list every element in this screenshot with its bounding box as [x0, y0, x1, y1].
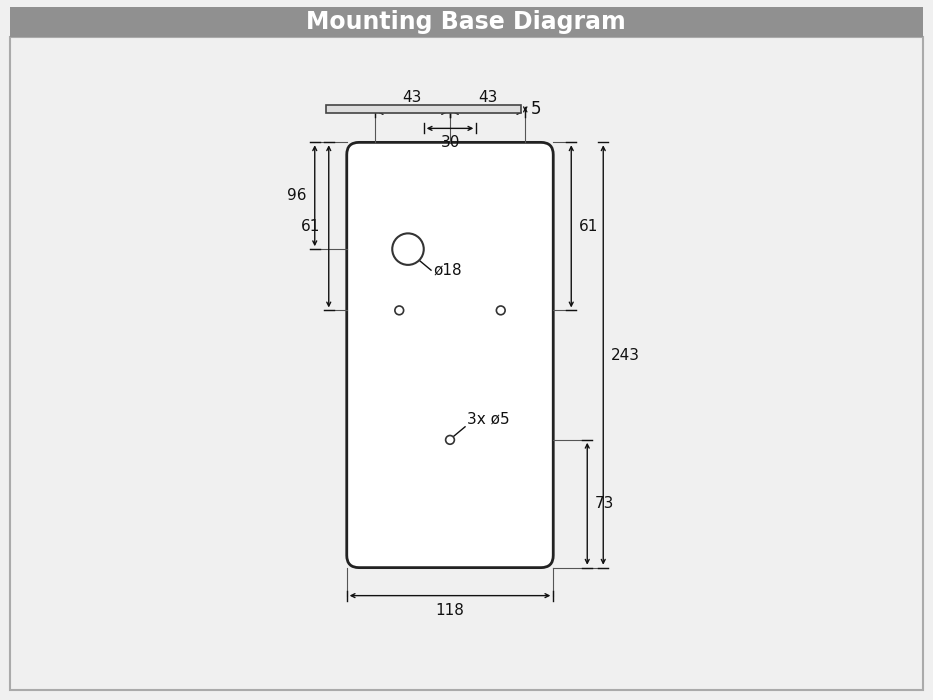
- Text: 73: 73: [595, 496, 615, 511]
- Text: 96: 96: [287, 188, 307, 203]
- Text: ø18: ø18: [433, 262, 462, 278]
- Text: 61: 61: [579, 219, 599, 234]
- Text: Mounting Base Diagram: Mounting Base Diagram: [306, 10, 626, 34]
- Text: 5: 5: [531, 100, 542, 118]
- Text: 43: 43: [478, 90, 497, 106]
- Bar: [327, 106, 522, 113]
- Text: 243: 243: [611, 347, 640, 363]
- Circle shape: [395, 306, 404, 315]
- Circle shape: [446, 435, 454, 444]
- Text: 61: 61: [301, 219, 321, 234]
- Text: 43: 43: [403, 90, 422, 106]
- Text: 30: 30: [440, 135, 460, 150]
- Text: 3x ø5: 3x ø5: [467, 412, 509, 427]
- Circle shape: [392, 233, 424, 265]
- FancyBboxPatch shape: [347, 142, 553, 568]
- Text: 118: 118: [436, 603, 465, 617]
- Circle shape: [496, 306, 505, 315]
- Bar: [10, 7, 923, 37]
